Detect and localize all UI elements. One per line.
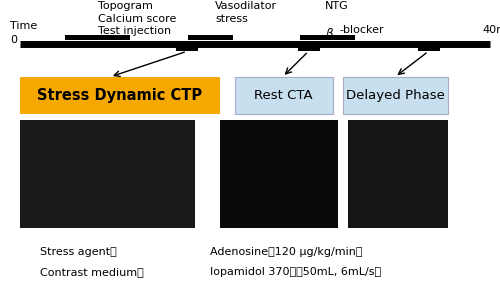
Text: Iopamidol 370　（50mL, 6mL/s）: Iopamidol 370 （50mL, 6mL/s） [210, 267, 381, 277]
Text: Adenosine（120 μg/kg/min）: Adenosine（120 μg/kg/min） [210, 247, 362, 257]
Text: Vasodilator
stress: Vasodilator stress [215, 1, 277, 24]
Text: Stress Dynamic CTP: Stress Dynamic CTP [38, 88, 202, 103]
Bar [220, 120, 338, 228]
Bar [300, 35, 355, 40]
Text: NTG: NTG [325, 1, 349, 11]
Bar [418, 45, 440, 51]
Text: -blocker: -blocker [339, 25, 384, 35]
Bar [298, 45, 320, 51]
Text: Time
0: Time 0 [10, 21, 37, 44]
Bar [348, 120, 448, 228]
Text: Contrast medium：: Contrast medium： [40, 267, 144, 277]
Text: Stress agent：: Stress agent： [40, 247, 117, 257]
Bar [188, 35, 232, 40]
Text: 40min: 40min [482, 25, 500, 35]
Bar [65, 35, 130, 40]
Text: $\beta$: $\beta$ [325, 26, 334, 42]
Bar [20, 77, 220, 114]
Text: Topogram
Calcium score
Test injection: Topogram Calcium score Test injection [98, 1, 176, 36]
Bar [235, 77, 332, 114]
Bar [342, 77, 448, 114]
Text: Rest CTA: Rest CTA [254, 89, 313, 102]
Text: Delayed Phase: Delayed Phase [346, 89, 444, 102]
Bar [176, 45, 198, 51]
Bar [20, 120, 195, 228]
